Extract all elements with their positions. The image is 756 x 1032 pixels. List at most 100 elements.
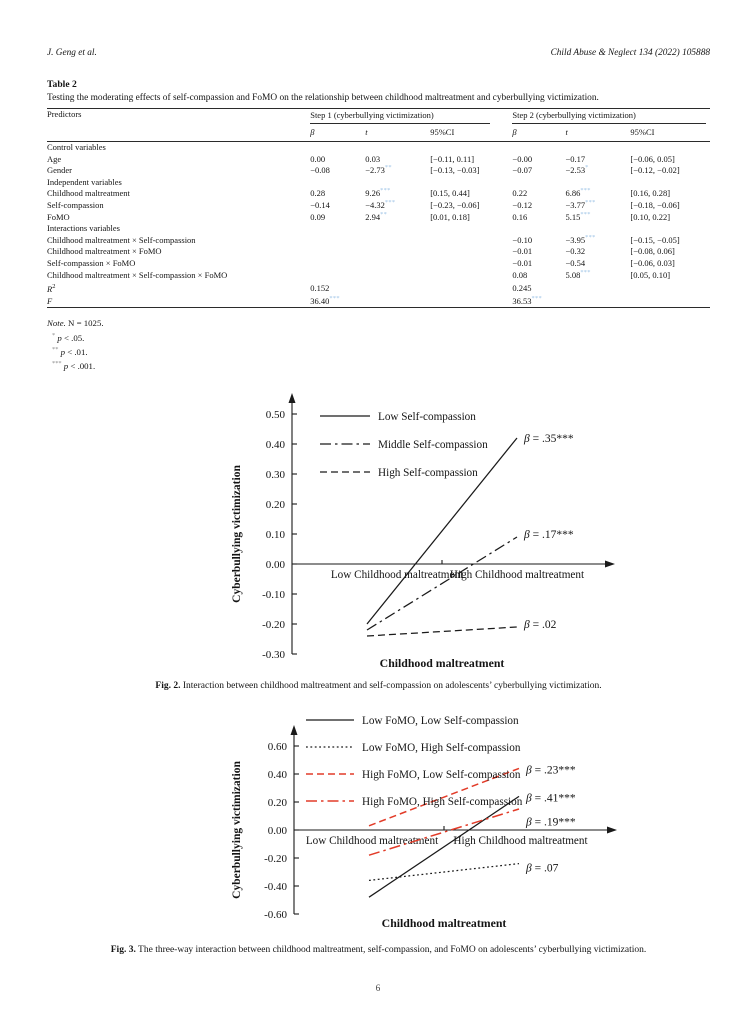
table-row: F 36.40*** 36.53***: [47, 294, 710, 308]
svg-text:Cyberbullying victimization: Cyberbullying victimization: [231, 465, 243, 603]
table-cell: −0.32: [565, 246, 586, 257]
row-label: Independent variables: [47, 176, 122, 187]
table-cell: 0.28: [310, 188, 326, 199]
table-cell: [−0.06, 0.05]: [630, 153, 675, 164]
table-cell: [310, 223, 365, 235]
table-cell: [630, 296, 710, 308]
svg-text:Low Childhood maltreatment: Low Childhood maltreatment: [331, 569, 464, 581]
table-cell: [−0.23, −0.06]: [430, 199, 480, 210]
table-cell: [365, 177, 430, 189]
table-cell: 9.26***: [365, 187, 391, 199]
svg-text:0.00: 0.00: [266, 559, 286, 571]
svg-text:β = .41***: β = .41***: [525, 793, 576, 805]
table-cell: [310, 142, 365, 154]
subheader-ci-1: 95%CI: [430, 124, 513, 142]
svg-text:β = .07: β = .07: [525, 863, 559, 875]
row-label: Self-compassion × FoMO: [47, 257, 136, 268]
svg-text:Childhood maltreatment: Childhood maltreatment: [382, 916, 507, 930]
table-cell: [0.05, 0.10]: [630, 269, 671, 280]
table-cell: [430, 270, 512, 282]
significance-note: * p < .05.: [52, 331, 85, 343]
table-cell: [310, 177, 365, 189]
table-cell: 36.40***: [310, 294, 340, 306]
svg-text:High Childhood maltreatment: High Childhood maltreatment: [453, 835, 588, 847]
svg-text:0.20: 0.20: [266, 499, 286, 511]
table-cell: [430, 235, 512, 247]
table-cell: [0.16, 0.28]: [630, 188, 671, 199]
table-cell: [−0.13, −0.03]: [430, 165, 480, 176]
svg-text:-0.40: -0.40: [264, 881, 287, 893]
table-cell: [365, 258, 430, 270]
table-cell: 6.86***: [565, 187, 591, 199]
svg-text:Childhood maltreatment: Childhood maltreatment: [380, 656, 505, 670]
table-notes: Note. N = 1025. * p < .05. ** p < .01. ***…: [47, 317, 710, 373]
row-label: Childhood maltreatment × Self-compassion: [47, 234, 196, 245]
table-cell: [0.10, 0.22]: [630, 211, 671, 222]
svg-text:High FoMO, High Self-compassio: High FoMO, High Self-compassion: [362, 796, 523, 808]
table-cell: 0.09: [310, 211, 326, 222]
table-row: Interactions variables: [47, 223, 710, 235]
row-label: Childhood maltreatment × Self-compassion…: [47, 269, 228, 280]
svg-text:0.50: 0.50: [266, 409, 286, 421]
table-body: Control variables Age 0.00 0.03 [−0.11, 0.11…: [47, 142, 710, 308]
table-caption: Testing the moderating effects of self-c…: [47, 93, 599, 103]
table-cell: [310, 246, 365, 258]
table-cell: 2.94**: [365, 210, 388, 222]
svg-text:-0.20: -0.20: [264, 853, 287, 865]
table-row: Control variables: [47, 142, 710, 154]
table-cell: 0.16: [512, 211, 528, 222]
svg-text:0.40: 0.40: [268, 769, 288, 781]
fig3-caption: Fig. 3. The three-way interaction betwee…: [110, 945, 647, 956]
row-label: Gender: [47, 165, 73, 176]
table-cell: [512, 223, 565, 235]
table-cell: −4.32***: [365, 199, 396, 210]
journal-citation: Child Abuse & Neglect 134 (2022) 105888: [550, 48, 710, 58]
table-cell: −0.01: [512, 257, 533, 268]
table-cell: −3.95***: [565, 233, 596, 245]
figure-2: 0.50 0.40 0.30 0.20 0.10 0.00 -0.10 -0.20 -0.30 L…: [47, 388, 710, 691]
table-cell: [365, 270, 430, 282]
table-cell: −0.10: [512, 234, 533, 245]
subheader-beta-1: β: [310, 124, 366, 142]
svg-text:0.30: 0.30: [266, 469, 286, 481]
table-cell: 0.00: [310, 153, 326, 164]
subheader-ci-2: 95%CI: [630, 124, 710, 142]
svg-text:Cyberbullying victimization: Cyberbullying victimization: [231, 761, 243, 899]
table-cell: −0.12: [512, 199, 533, 210]
svg-text:0.10: 0.10: [266, 529, 286, 541]
running-author: J. Geng et al.: [47, 48, 97, 58]
svg-text:Middle Self-compassion: Middle Self-compassion: [378, 439, 488, 451]
table-cell: [512, 177, 565, 189]
svg-text:High FoMO, Low Self-compassion: High FoMO, Low Self-compassion: [362, 769, 521, 781]
table-cell: [365, 296, 430, 308]
svg-text:Low FoMO, Low Self-compassion: Low FoMO, Low Self-compassion: [362, 715, 519, 727]
table-cell: [430, 142, 512, 154]
table-cell: [365, 235, 430, 247]
table-cell: [310, 270, 365, 282]
row-label: R2: [47, 283, 56, 294]
row-label: Control variables: [47, 142, 106, 152]
regression-table: Predictors Step 1 (cyberbullying victimi…: [47, 108, 710, 309]
table-row: FoMO 0.09 2.94** [0.01, 0.18] 0.16 5.15*** [0.…: [47, 210, 710, 224]
svg-text:β = .02: β = .02: [523, 619, 557, 631]
table-cell: −0.08: [310, 165, 330, 176]
table-cell: [430, 177, 512, 189]
table-row: Childhood maltreatment × Self-compassion…: [47, 233, 710, 247]
table-cell: −3.77***: [565, 199, 596, 210]
table-cell: 5.08***: [565, 268, 591, 280]
table-cell: 0.22: [512, 188, 528, 199]
svg-text:β = .17***: β = .17***: [523, 529, 574, 541]
table-notes-sig: * p < .05. ** p < .01. *** p < .001.: [47, 331, 710, 374]
table-cell: [565, 281, 630, 295]
svg-text:-0.30: -0.30: [262, 649, 285, 661]
table-cell: 0.245: [512, 282, 532, 293]
svg-text:β = .35***: β = .35***: [523, 433, 574, 445]
table-cell: −0.14: [310, 199, 330, 210]
table-cell: [565, 223, 630, 235]
table-cell: −0.00: [512, 153, 533, 164]
table-cell: [565, 177, 630, 189]
table-cell: [0.01, 0.18]: [430, 211, 470, 222]
row-label: Interactions variables: [47, 223, 120, 234]
table-cell: 0.03: [365, 153, 381, 164]
